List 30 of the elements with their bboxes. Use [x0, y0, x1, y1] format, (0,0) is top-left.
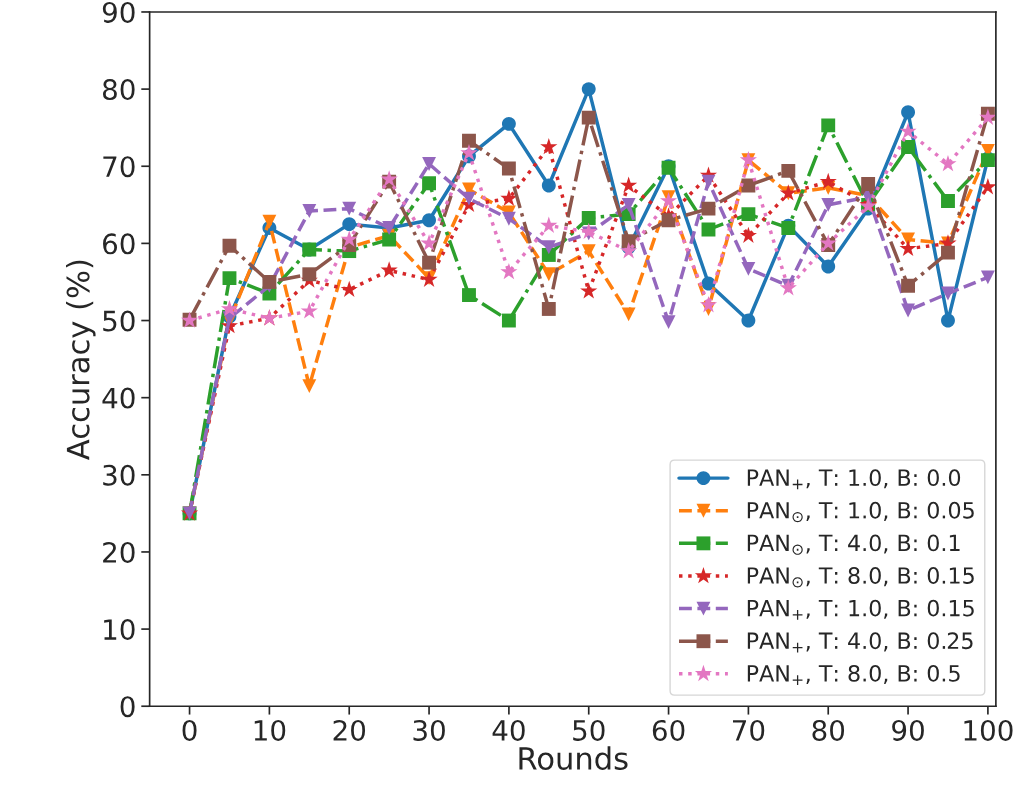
- legend-label: PAN$_{⊙}$, T: 8.0, B: 0.15: [747, 567, 974, 588]
- x-tick-label: 30: [413, 719, 445, 741]
- legend-label: PAN$_{⊙}$, T: 4.0, B: 0.1: [747, 534, 960, 555]
- x-tick-label: 10: [254, 719, 286, 741]
- y-tick-label: 90: [102, 1, 135, 23]
- x-tick-label: 70: [733, 719, 765, 741]
- x-tick-label: 50: [573, 719, 605, 741]
- x-tick-label: 20: [333, 719, 366, 741]
- x-tick-label: 80: [812, 719, 845, 741]
- legend-label: PAN$_{+}$, T: 8.0, B: 0.5: [747, 664, 960, 686]
- y-axis-title: Accuracy (%): [66, 260, 96, 460]
- x-tick-label: 100: [964, 719, 1013, 741]
- y-tick-label: 20: [103, 541, 135, 563]
- y-tick-label: 10: [104, 619, 135, 641]
- legend-label: PAN$_{⊙}$, T: 1.0, B: 0.05: [747, 501, 974, 523]
- x-tick-label: 40: [492, 719, 525, 741]
- x-tick-label: 90: [892, 719, 924, 741]
- x-tick-label: 60: [652, 719, 685, 741]
- x-axis-title: Rounds: [519, 746, 628, 770]
- legend-label: PAN$_{+}$, T: 1.0, B: 0.15: [747, 599, 974, 620]
- y-tick-label: 0: [120, 696, 135, 718]
- y-tick-label: 50: [103, 310, 135, 332]
- y-tick-label: 60: [103, 233, 135, 255]
- legend-label: PAN$_{+}$, T: 4.0, B: 0.25: [747, 632, 973, 653]
- y-tick-label: 70: [103, 156, 135, 178]
- x-tick-label: 0: [182, 719, 197, 741]
- y-tick-label: 30: [103, 464, 135, 486]
- y-tick-label: 80: [102, 79, 135, 101]
- y-tick-label: 40: [102, 387, 135, 409]
- legend-label: PAN$_{+}$, T: 1.0, B: 0.0: [747, 469, 961, 490]
